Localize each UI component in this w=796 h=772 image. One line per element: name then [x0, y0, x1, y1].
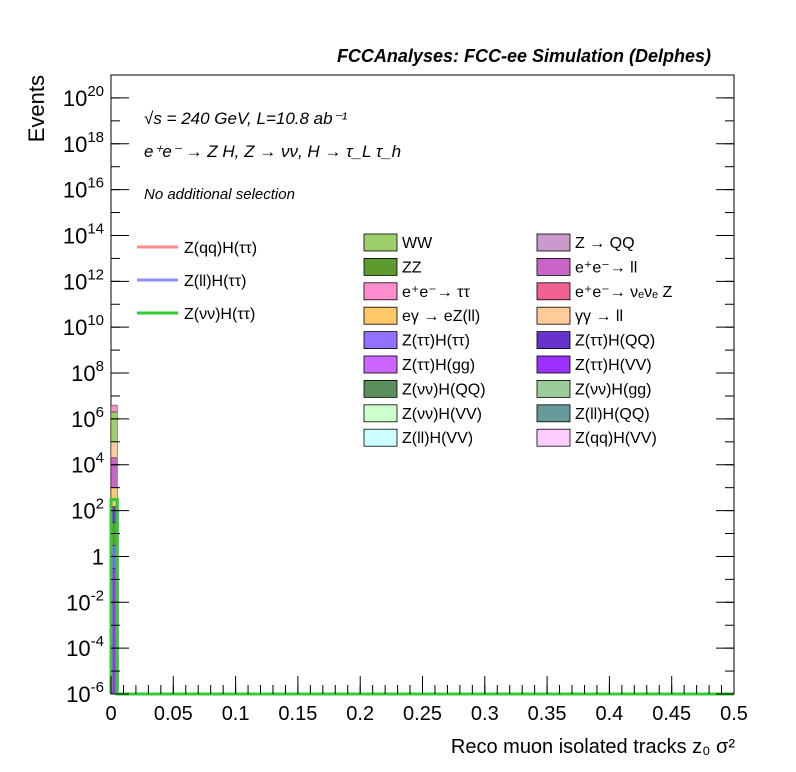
- x-axis-label: Reco muon isolated tracks z₀ σ²: [451, 736, 735, 758]
- legend-background-label: Z(ll)H(QQ): [575, 406, 650, 423]
- legend-background-label: e⁺e⁻→ νₑνₑ Z: [575, 284, 672, 301]
- legend-background-swatch: [363, 282, 398, 301]
- legend-signal-label: Z(νν)H(ττ): [184, 306, 255, 323]
- legend-background-swatch: [363, 331, 398, 350]
- y-tick-label: 10-4: [66, 633, 104, 661]
- y-tick-label: 1018: [63, 129, 104, 157]
- y-tick-label: 108: [71, 358, 104, 386]
- x-tick-label: 0.1: [222, 703, 250, 725]
- x-tick-label: 0.15: [278, 703, 317, 725]
- x-tick-label: 0.2: [346, 703, 374, 725]
- legend-background-swatch: [536, 233, 571, 252]
- legend-background-label: Z(qq)H(VV): [575, 430, 657, 447]
- x-tick-label: 0.35: [528, 703, 567, 725]
- y-tick-label: 1020: [63, 83, 104, 111]
- legend-background-label: Z → QQ: [575, 235, 635, 252]
- legend-background-swatch: [363, 428, 398, 447]
- legend-background-swatch: [363, 257, 398, 276]
- y-tick-label: 102: [71, 496, 104, 524]
- legend-background-label: Z(ll)H(VV): [402, 430, 473, 447]
- legend-background-swatch: [363, 379, 398, 398]
- legend-background-swatch: [536, 306, 571, 325]
- y-tick-label: 1: [92, 544, 104, 569]
- y-tick-label: 104: [71, 450, 104, 478]
- energy-annotation: √s = 240 GeV, L=10.8 ab⁻¹: [144, 109, 348, 128]
- bar-segment: [110, 411, 118, 443]
- legend-background-swatch: [536, 355, 571, 374]
- legend-signal-label: Z(qq)H(ττ): [184, 240, 257, 257]
- legend-background-label: e⁺e⁻→ ll: [575, 259, 637, 276]
- bar-segment: [110, 457, 118, 488]
- x-tick-label: 0.3: [471, 703, 499, 725]
- legend-background-label: e⁺e⁻→ ττ: [402, 284, 470, 301]
- x-tick-label: 0.4: [595, 703, 623, 725]
- legend-background-label: Z(ττ)H(ττ): [402, 333, 470, 350]
- legend-background-label: Z(ττ)H(gg): [402, 357, 475, 374]
- x-tick-label: 0.25: [403, 703, 442, 725]
- legend-background-label: Z(νν)H(VV): [402, 406, 482, 423]
- y-tick-label: 1014: [63, 220, 104, 248]
- legend-background-swatch: [536, 379, 571, 398]
- y-tick-label: 10-6: [66, 679, 104, 707]
- signal-line: [109, 498, 734, 696]
- y-tick-label: 106: [71, 404, 104, 432]
- legend-background-swatch: [536, 282, 571, 301]
- legend-background-label: eγ → eZ(ll): [402, 308, 480, 325]
- legend-signals: Z(qq)H(ττ) Z(ll)H(ττ) Z(νν)H(ττ): [137, 240, 257, 323]
- legend-background-label: WW: [402, 235, 433, 252]
- legend-background-label: Z(νν)H(QQ): [402, 381, 486, 398]
- legend-backgrounds: WW Z → QQ ZZ e⁺e⁻→ ll e⁺e⁻→ ττ e⁺e⁻→ νₑνₑ Z eγ…: [363, 233, 672, 447]
- legend-background-label: Z(νν)H(gg): [575, 381, 651, 398]
- x-tick-label: 0.05: [154, 703, 193, 725]
- y-tick-label: 1010: [63, 312, 104, 340]
- legend-background-swatch: [363, 404, 398, 423]
- process-annotation: e⁺e⁻ → Z H, Z → νν, H → τ_L τ_h: [144, 142, 401, 161]
- legend-signal-label: Z(ll)H(ττ): [184, 273, 246, 290]
- legend-background-swatch: [536, 428, 571, 447]
- bar-segment: [110, 404, 118, 413]
- bar-segment: [110, 441, 118, 459]
- legend-background-swatch: [536, 257, 571, 276]
- legend-background-label: Z(ττ)H(QQ): [575, 333, 655, 350]
- signal-line: [109, 498, 734, 696]
- legend-background-swatch: [363, 355, 398, 374]
- chart-title: FCCAnalyses: FCC-ee Simulation (Delphes): [337, 46, 711, 66]
- legend-background-swatch: [363, 306, 398, 325]
- y-tick-label: 1012: [63, 266, 104, 294]
- legend-background-label: γγ → ll: [575, 308, 623, 325]
- legend-background-swatch: [536, 331, 571, 350]
- signal-histograms: [109, 498, 734, 696]
- legend-background-swatch: [536, 404, 571, 423]
- y-tick-label: 10-2: [66, 587, 104, 615]
- selection-annotation: No additional selection: [144, 186, 295, 203]
- legend-background-label: Z(ττ)H(VV): [575, 357, 652, 374]
- legend-background-label: ZZ: [402, 259, 422, 276]
- x-tick-label: 0: [105, 703, 116, 725]
- x-tick-label: 0.45: [652, 703, 691, 725]
- legend-background-swatch: [363, 233, 398, 252]
- signal-line: [109, 498, 734, 696]
- x-tick-label: 0.5: [720, 703, 748, 725]
- y-tick-label: 1016: [63, 175, 104, 203]
- y-axis-label: Events: [24, 75, 49, 142]
- axes: 0 0.05 0.1 0.15 0.2 0.25 0.3 0.35 0.4 0.45 0.5 10-6…: [63, 83, 748, 725]
